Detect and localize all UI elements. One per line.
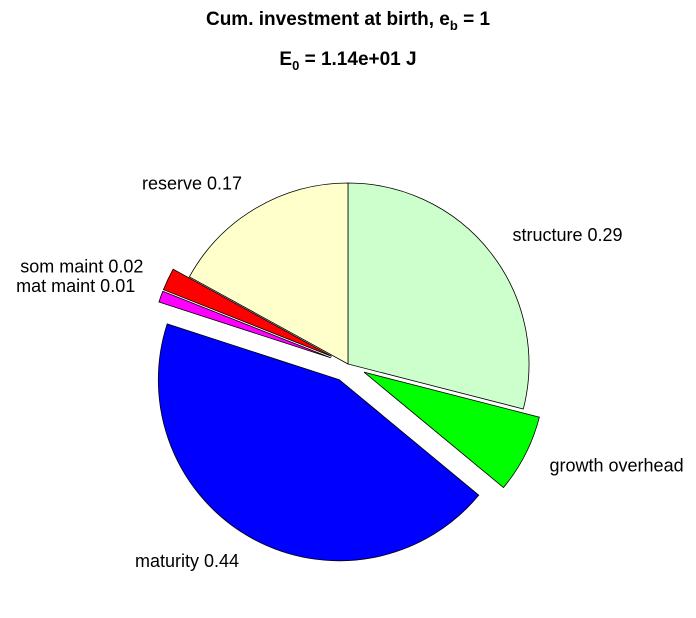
- slice-label: reserve 0.17: [142, 174, 242, 194]
- chart-subtitle: E0 = 1.14e+01 J: [279, 49, 416, 73]
- pie-slice: [158, 290, 332, 359]
- pie-slice: [188, 182, 349, 365]
- slice-label: growth overhead: [550, 455, 684, 475]
- pie-slice: [157, 323, 480, 562]
- chart-title: Cum. investment at birth, eb = 1: [206, 9, 490, 33]
- slice-label: som maint 0.02: [20, 256, 143, 276]
- pie-slice: [347, 182, 530, 410]
- pie-slice: [162, 268, 332, 357]
- slice-label: structure 0.29: [512, 225, 622, 245]
- slice-label: mat maint 0.01: [16, 276, 135, 296]
- pie-slice: [363, 371, 540, 489]
- slice-label: maturity 0.44: [135, 551, 239, 571]
